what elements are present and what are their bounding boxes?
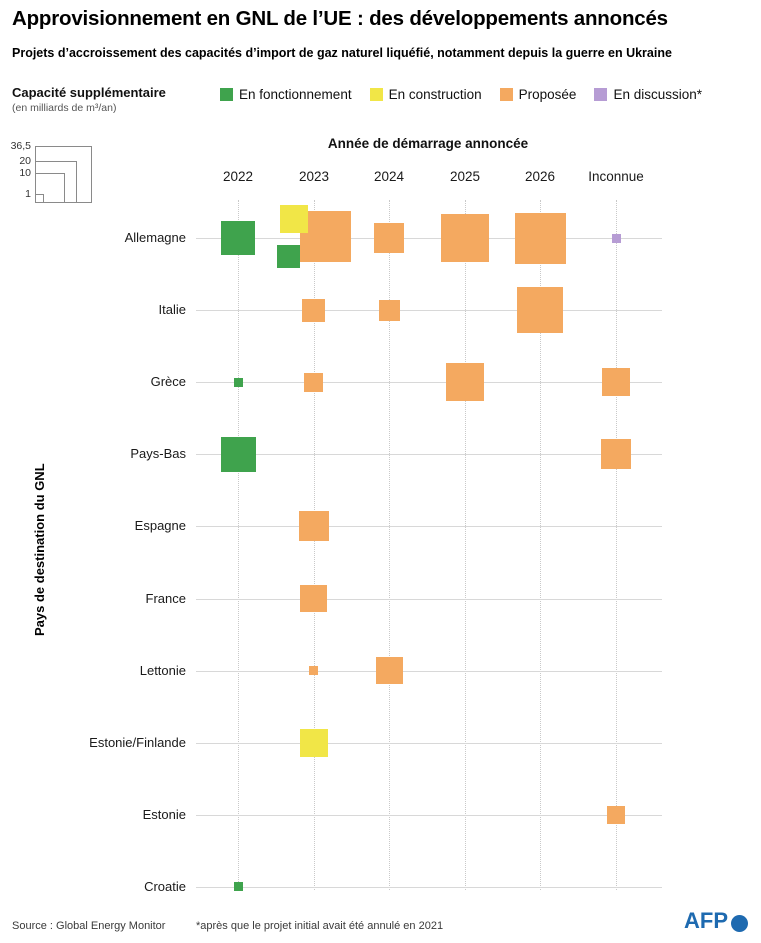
data-square — [300, 585, 327, 612]
row-label: Italie — [158, 302, 186, 317]
row-label: France — [145, 591, 186, 606]
footnote: *après que le projet initial avait été a… — [196, 920, 444, 932]
legend-label: En construction — [388, 87, 482, 102]
grid-line-horizontal — [196, 238, 662, 239]
data-square — [234, 882, 243, 891]
data-square — [299, 511, 329, 541]
grid-line-vertical — [314, 200, 315, 890]
grid-line-horizontal — [196, 454, 662, 455]
grid-line-vertical — [616, 200, 617, 890]
legend-item-proposed: Proposée — [499, 87, 577, 102]
grid-line-vertical — [465, 200, 466, 890]
afp-logo-text: AFP — [684, 908, 728, 933]
data-square — [221, 437, 256, 472]
data-square — [300, 729, 328, 757]
legend-item-construction: En construction — [369, 87, 482, 102]
size-scale-square — [35, 173, 65, 203]
size-legend-title: Capacité supplémentaire — [12, 85, 166, 100]
column-header: 2022 — [222, 169, 254, 184]
legend-item-operating: En fonctionnement — [220, 87, 352, 102]
row-label: Lettonie — [139, 663, 186, 678]
afp-logo: AFP — [684, 908, 748, 934]
size-scale-label: 10 — [19, 167, 31, 179]
data-square — [441, 214, 489, 262]
data-square — [309, 666, 318, 675]
grid-line-horizontal — [196, 599, 662, 600]
data-square — [602, 368, 630, 396]
size-scale-label: 1 — [25, 188, 31, 200]
data-square — [280, 205, 308, 233]
row-label: Estonie — [142, 807, 186, 822]
data-square — [277, 245, 300, 268]
data-square — [304, 373, 323, 392]
grid-line-horizontal — [196, 526, 662, 527]
legend-swatch-icon — [594, 88, 608, 101]
source-credit: Source : Global Energy Monitor — [12, 920, 166, 932]
data-square — [515, 213, 566, 264]
column-header: 2024 — [373, 169, 405, 184]
data-square — [601, 439, 631, 469]
row-label: Grèce — [150, 374, 186, 389]
column-header: 2023 — [298, 169, 330, 184]
row-label: Espagne — [134, 518, 186, 533]
grid-line-vertical — [540, 200, 541, 890]
legend-item-discussion: En discussion* — [594, 87, 702, 102]
data-square — [379, 300, 400, 321]
data-square — [234, 378, 243, 387]
data-square — [517, 287, 563, 333]
data-square — [302, 299, 325, 322]
grid-line-vertical — [389, 200, 390, 890]
size-scale-label: 20 — [19, 155, 31, 167]
column-header: 2026 — [524, 169, 556, 184]
data-square — [300, 211, 351, 262]
legend-swatch-icon — [220, 88, 233, 101]
grid-line-horizontal — [196, 887, 662, 888]
data-square — [376, 657, 403, 684]
x-axis-title: Année de démarrage annoncée — [327, 136, 529, 151]
data-square — [374, 223, 404, 253]
data-square — [446, 363, 484, 401]
row-label: Pays-Bas — [130, 446, 186, 461]
row-label: Croatie — [144, 879, 186, 894]
size-scale-label: 36,5 — [10, 140, 31, 152]
page-subtitle: Projets d’accroissement des capacités d’… — [12, 46, 672, 60]
grid-line-horizontal — [196, 743, 662, 744]
grid-line-horizontal — [196, 310, 662, 311]
column-header: Inconnue — [588, 169, 644, 184]
legend-swatch-icon — [499, 88, 513, 101]
legend-label: En fonctionnement — [239, 87, 352, 102]
row-label: Estonie/Finlande — [89, 735, 186, 750]
data-square — [607, 806, 625, 824]
color-legend: En fonctionnement En construction Proposée… — [220, 87, 702, 102]
grid-line-vertical — [238, 200, 239, 890]
legend-label: En discussion* — [613, 87, 702, 102]
legend-label: Proposée — [518, 87, 577, 102]
size-legend-unit: (en milliards de m³/an) — [12, 102, 117, 114]
page-title: Approvisionnement en GNL de l’UE : des d… — [12, 7, 668, 30]
grid-line-horizontal — [196, 815, 662, 816]
column-header: 2025 — [449, 169, 481, 184]
legend-swatch-icon — [369, 88, 383, 101]
size-legend-scale: 36,5 20 10 1 — [8, 128, 138, 212]
data-square — [612, 234, 621, 243]
grid-line-horizontal — [196, 382, 662, 383]
row-label: Allemagne — [124, 230, 186, 245]
size-scale-square — [35, 194, 44, 203]
data-square — [221, 221, 255, 255]
grid-line-horizontal — [196, 671, 662, 672]
afp-dot-icon — [731, 915, 748, 932]
